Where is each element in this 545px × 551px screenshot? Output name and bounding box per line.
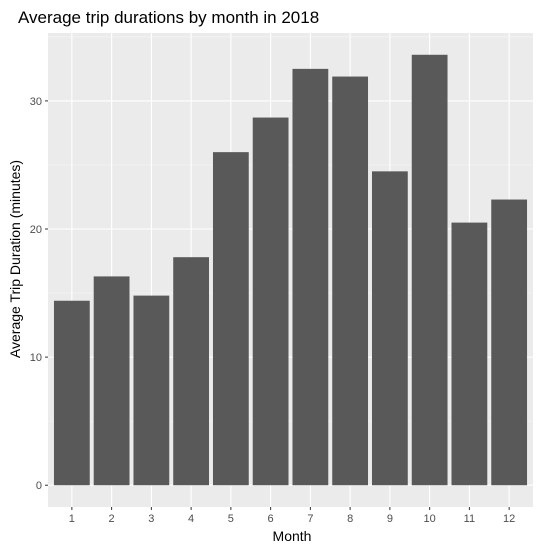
x-axis-title: Month (273, 528, 312, 544)
bars (53, 54, 528, 486)
chart-title: Average trip durations by month in 2018 (18, 8, 319, 27)
bar-month-3 (133, 295, 170, 486)
bar-month-2 (93, 276, 130, 486)
y-tick-label: 30 (30, 96, 42, 108)
x-tick-label: 2 (109, 513, 115, 525)
bar-month-12 (491, 199, 528, 486)
y-tick-label: 20 (30, 224, 42, 236)
bar-month-10 (411, 54, 448, 486)
x-tick-label: 11 (464, 513, 475, 525)
bar-month-8 (332, 76, 369, 486)
x-tick-label: 8 (347, 513, 353, 525)
y-tick-label: 0 (36, 480, 42, 492)
x-axis-ticks: 1 2 3 4 5 6 7 8 9 10 11 12 (69, 507, 515, 525)
x-tick-label: 1 (69, 513, 75, 525)
bar-month-4 (173, 257, 210, 486)
bar-month-1 (53, 300, 90, 486)
bar-month-11 (451, 222, 488, 486)
x-tick-label: 10 (424, 513, 436, 525)
x-tick-label: 9 (387, 513, 393, 525)
bar-month-5 (212, 152, 249, 486)
x-tick-label: 6 (268, 513, 274, 525)
bar-month-7 (292, 68, 329, 486)
y-axis-ticks: 0 10 20 30 (30, 96, 48, 492)
bar-month-6 (252, 117, 289, 486)
bar-month-9 (371, 171, 408, 486)
x-tick-label: 12 (503, 513, 515, 525)
y-tick-label: 10 (30, 352, 42, 364)
x-tick-label: 5 (228, 513, 234, 525)
y-axis-title: Average Trip Duration (minutes) (7, 160, 23, 358)
x-tick-label: 7 (307, 513, 313, 525)
x-tick-label: 3 (148, 513, 154, 525)
x-tick-label: 4 (188, 513, 194, 525)
